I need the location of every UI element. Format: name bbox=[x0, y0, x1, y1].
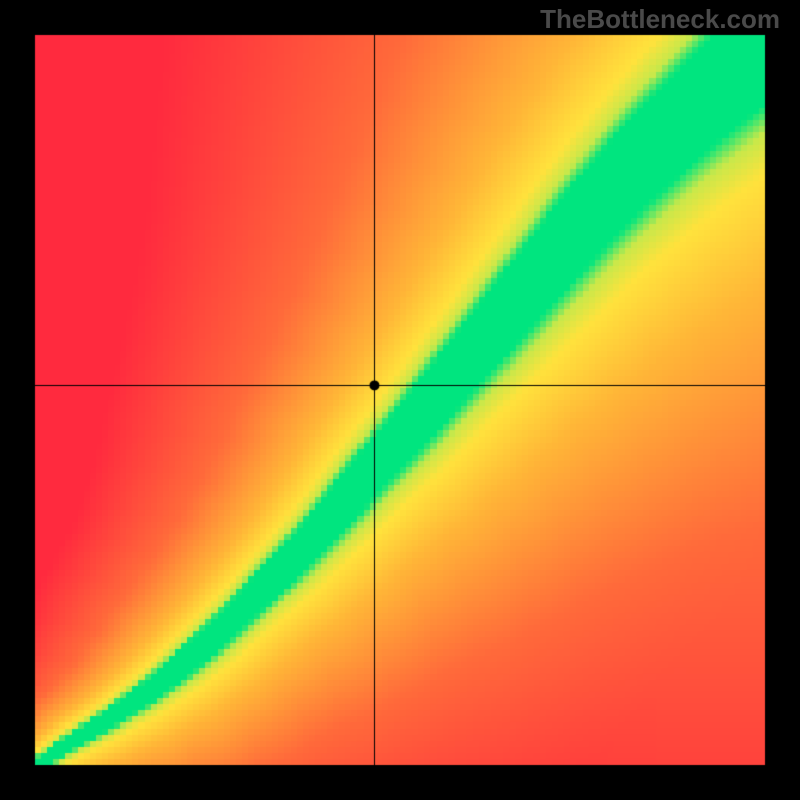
chart-container: TheBottleneck.com bbox=[0, 0, 800, 800]
watermark-text: TheBottleneck.com bbox=[540, 4, 780, 35]
bottleneck-heatmap bbox=[0, 0, 800, 800]
